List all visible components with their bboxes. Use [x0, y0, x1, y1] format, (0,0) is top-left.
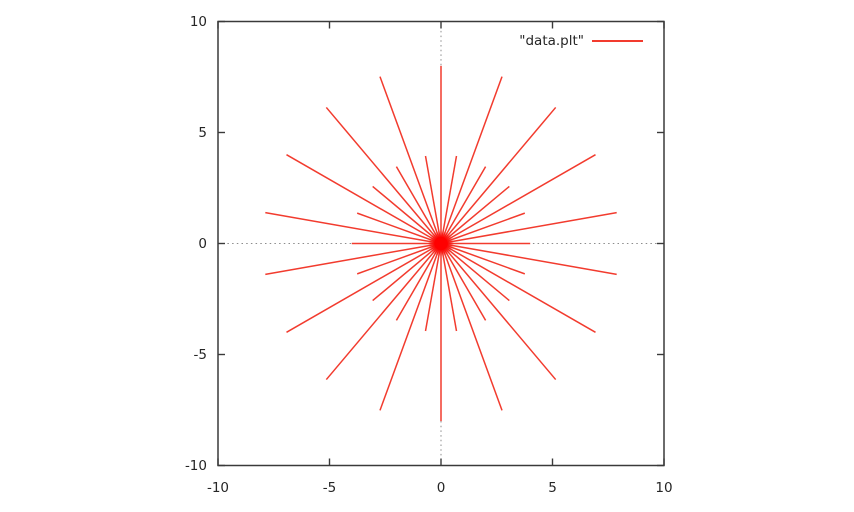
impulse-ray — [325, 243, 442, 381]
impulse-ray — [325, 106, 442, 244]
impulse-ray — [372, 242, 442, 302]
legend-label: "data.plt" — [519, 33, 584, 49]
impulse-ray — [440, 243, 503, 411]
impulse-ray — [265, 242, 442, 276]
x-tick-label: -10 — [207, 480, 229, 496]
x-tick-label: 10 — [655, 480, 672, 496]
impulse-ray — [440, 211, 617, 245]
y-tick-label: 5 — [198, 125, 207, 141]
impulse-ray — [440, 166, 487, 244]
y-tick-label: 10 — [190, 14, 207, 30]
impulse-ray — [356, 212, 442, 245]
impulse-ray — [424, 155, 442, 244]
impulse-ray — [440, 242, 510, 302]
impulse-ray — [395, 243, 442, 321]
impulse-ray — [440, 155, 458, 244]
legend-line-sample — [592, 40, 643, 42]
legend: "data.plt" — [519, 33, 643, 49]
impulse-ray — [265, 211, 442, 245]
origin-dot — [434, 236, 448, 251]
y-tick-label: -5 — [194, 347, 207, 363]
impulse-ray — [440, 106, 557, 244]
impulse-ray — [372, 185, 442, 245]
impulse-ray — [440, 242, 596, 333]
y-tick-label: 0 — [198, 236, 207, 252]
impulse-ray — [356, 242, 442, 275]
impulse-ray — [440, 243, 557, 381]
impulse-ray — [440, 76, 503, 244]
impulse-ray — [379, 76, 442, 244]
impulse-ray — [395, 166, 442, 244]
impulse-ray — [440, 243, 458, 332]
impulse-ray — [286, 242, 442, 333]
impulse-ray — [424, 243, 442, 332]
impulse-ray — [286, 154, 442, 245]
impulse-ray — [440, 154, 596, 245]
impulse-ray — [440, 212, 526, 245]
impulse-ray — [379, 243, 442, 411]
impulse-ray — [440, 243, 487, 321]
impulse-ray — [440, 242, 526, 275]
impulse-ray — [440, 185, 510, 245]
y-tick-label: -10 — [185, 458, 207, 474]
impulse-ray — [440, 242, 617, 276]
x-tick-label: 0 — [437, 480, 446, 496]
x-tick-label: -5 — [323, 480, 336, 496]
x-tick-label: 5 — [548, 480, 557, 496]
